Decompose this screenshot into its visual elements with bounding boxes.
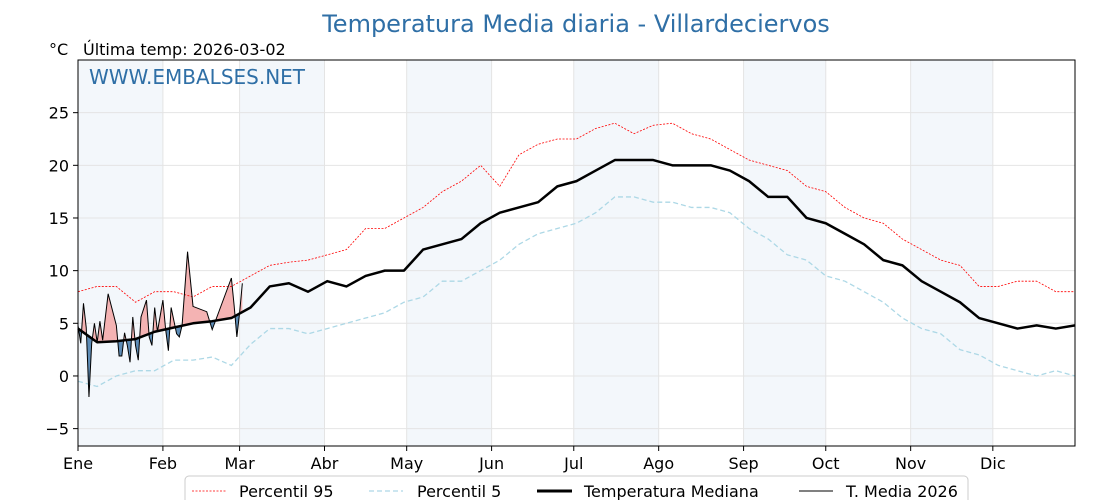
legend-label-p95: Percentil 95 <box>239 482 334 500</box>
y-tick-label: 0 <box>59 367 69 386</box>
y-axis: −5 0 5 10 15 20 25 <box>45 104 78 439</box>
legend-label-p5: Percentil 5 <box>417 482 501 500</box>
month-shade <box>240 60 325 446</box>
x-tick-label: Oct <box>812 454 840 473</box>
month-shade <box>574 60 659 446</box>
x-tick-label: Jun <box>478 454 504 473</box>
x-tick-label: Sep <box>729 454 759 473</box>
y-tick-label: 5 <box>59 314 69 333</box>
chart-title: Temperatura Media diaria - Villardecierv… <box>321 10 830 38</box>
legend-label-median: Temperatura Mediana <box>583 482 759 500</box>
y-tick-label: 20 <box>49 156 69 175</box>
x-tick-label: May <box>390 454 423 473</box>
legend: Percentil 95 Percentil 5 Temperatura Med… <box>185 476 968 500</box>
y-tick-label: 10 <box>49 262 69 281</box>
unit-label: °C <box>49 40 68 59</box>
above-median-fill <box>182 252 210 326</box>
x-axis: Ene Feb Mar Abr May Jun Jul Ago Sep Oct Nov Dic <box>63 446 1006 473</box>
x-tick-label: Nov <box>895 454 926 473</box>
month-shade <box>744 60 826 446</box>
x-tick-label: Dic <box>980 454 1006 473</box>
month-shading <box>78 60 993 446</box>
month-shade <box>911 60 993 446</box>
month-shade <box>78 60 163 446</box>
x-tick-label: Feb <box>149 454 177 473</box>
x-tick-label: Ene <box>63 454 93 473</box>
x-tick-label: Mar <box>225 454 256 473</box>
x-tick-label: Ago <box>643 454 674 473</box>
watermark: WWW.EMBALSES.NET <box>89 65 306 89</box>
y-tick-label: 15 <box>49 209 69 228</box>
legend-label-current: T. Media 2026 <box>845 482 958 500</box>
y-tick-label: −5 <box>45 420 69 439</box>
x-tick-label: Jul <box>563 454 583 473</box>
x-tick-label: Abr <box>311 454 339 473</box>
last-temp-label: Última temp: 2026-03-02 <box>83 40 286 59</box>
y-tick-label: 25 <box>49 104 69 123</box>
